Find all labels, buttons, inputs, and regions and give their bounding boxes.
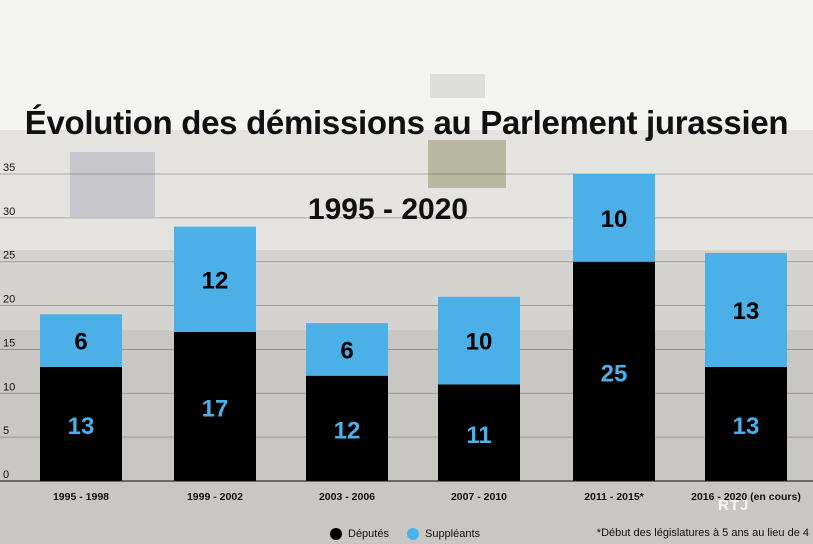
data-label-suppleants: 6 xyxy=(340,337,353,364)
data-label-deputes: 11 xyxy=(466,422,491,449)
bar-suppleants xyxy=(573,174,655,262)
bar-deputes xyxy=(705,366,787,481)
bar-deputes xyxy=(573,261,655,481)
chart-subtitle: 1995 - 2020 xyxy=(307,193,469,226)
data-label-suppleants: 12 xyxy=(202,267,229,294)
bar-deputes xyxy=(174,331,256,481)
data-label-deputes: 13 xyxy=(68,413,95,440)
bar-suppleants xyxy=(705,252,787,367)
legend-swatch-deputes xyxy=(330,528,342,540)
data-label-suppleants: 13 xyxy=(733,298,760,325)
bar-suppleants xyxy=(40,314,122,367)
y-tick-label: 5 xyxy=(3,425,9,437)
x-tick-label: 1995 - 1998 xyxy=(53,491,109,503)
legend-item-deputes: Députés xyxy=(330,528,389,540)
x-tick-label: 1999 - 2002 xyxy=(187,491,243,503)
data-label-suppleants: 6 xyxy=(74,329,87,356)
y-axis: 0 5 10 15 20 25 30 35 xyxy=(3,162,15,481)
footnote: *Début des législatures à 5 ans au lieu … xyxy=(596,527,809,539)
data-label-deputes: 25 xyxy=(601,360,628,387)
legend: Députés Suppléants xyxy=(330,526,498,542)
x-axis: 1995 - 1998 1999 - 2002 2003 - 2006 2007 - … xyxy=(53,491,801,503)
x-tick-label: 2016 - 2020 (en cours) xyxy=(691,491,801,503)
bar-deputes xyxy=(306,375,388,481)
data-label-suppleants: 10 xyxy=(466,329,493,356)
data-label-deputes: 17 xyxy=(202,395,229,422)
gridlines xyxy=(0,173,813,482)
y-tick-label: 15 xyxy=(3,337,15,349)
bar-suppleants xyxy=(306,323,388,376)
x-tick-label: 2007 - 2010 xyxy=(451,491,507,503)
y-tick-label: 25 xyxy=(3,250,15,262)
chart-title: Évolution des démissions au Parlement ju… xyxy=(24,104,789,141)
y-tick-label: 35 xyxy=(3,162,15,174)
legend-swatch-suppleants xyxy=(406,528,419,540)
bars: 13 6 17 12 12 6 11 10 25 10 13 13 xyxy=(40,174,787,481)
x-tick-label: 2003 - 2006 xyxy=(319,491,375,503)
legend-label-deputes: Députés xyxy=(348,528,389,540)
broadcaster-logo: RTJ xyxy=(718,497,750,514)
bar-deputes xyxy=(40,366,122,481)
y-tick-label: 10 xyxy=(3,381,15,393)
legend-label-suppleants: Suppléants xyxy=(424,528,481,540)
bar-suppleants xyxy=(438,296,520,385)
y-tick-label: 0 xyxy=(3,469,9,481)
data-label-deputes: 12 xyxy=(334,417,361,444)
data-label-deputes: 13 xyxy=(733,413,760,440)
bar-suppleants xyxy=(174,226,256,332)
bar-deputes xyxy=(438,384,520,481)
legend-item-suppleants: Suppléants xyxy=(406,528,481,540)
data-label-suppleants: 10 xyxy=(601,206,628,233)
y-tick-label: 20 xyxy=(3,294,15,306)
x-tick-label: 2011 - 2015* xyxy=(584,491,644,503)
y-tick-label: 30 xyxy=(3,206,15,218)
